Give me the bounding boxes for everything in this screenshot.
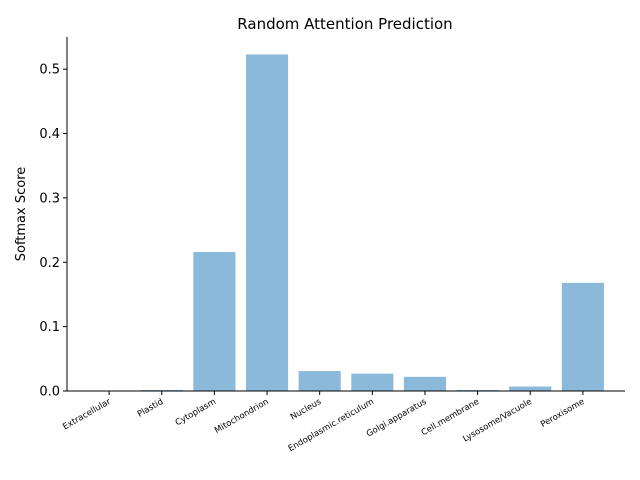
- y-tick-label: 0.5: [39, 63, 60, 78]
- bars-group: [88, 54, 604, 392]
- bar-golgi-apparatus: [403, 376, 447, 391]
- y-tick-label: 0.0: [39, 385, 60, 400]
- bar-lysosome-vacuole: [509, 386, 552, 391]
- x-tick-label: Plastid: [136, 397, 165, 420]
- x-tick-label: Cytoplasm: [174, 397, 218, 428]
- bar-peroxisome: [561, 282, 604, 391]
- x-tick-label: Peroxisome: [539, 397, 586, 430]
- y-axis-ticks: 0.0 0.1 0.2 0.3 0.4 0.5: [39, 63, 67, 400]
- y-tick-label: 0.3: [39, 191, 60, 206]
- y-tick-label: 0.2: [39, 256, 60, 271]
- bar-mitochondrion: [245, 54, 289, 392]
- x-axis-ticks: Extracellular Plastid CytoplasmMitochondri…: [61, 391, 586, 454]
- bar-cytoplasm: [193, 251, 236, 391]
- x-tick-label: Nucleus: [289, 397, 324, 423]
- bar-nucleus: [298, 371, 341, 391]
- x-tick-label: Extracellular: [61, 397, 113, 433]
- x-tick-label: Mitochondrion: [213, 397, 271, 436]
- y-tick-label: 0.4: [39, 127, 60, 142]
- x-tick-label: Golgi.apparatus: [365, 397, 429, 440]
- chart-title: Random Attention Prediction: [237, 15, 452, 33]
- y-tick-label: 0.1: [39, 320, 60, 335]
- x-tick-label: Endoplasmic.reticulum: [287, 397, 376, 454]
- y-axis-label: Softmax Score: [14, 167, 29, 262]
- bar-endoplasmic-reticulum: [351, 373, 394, 391]
